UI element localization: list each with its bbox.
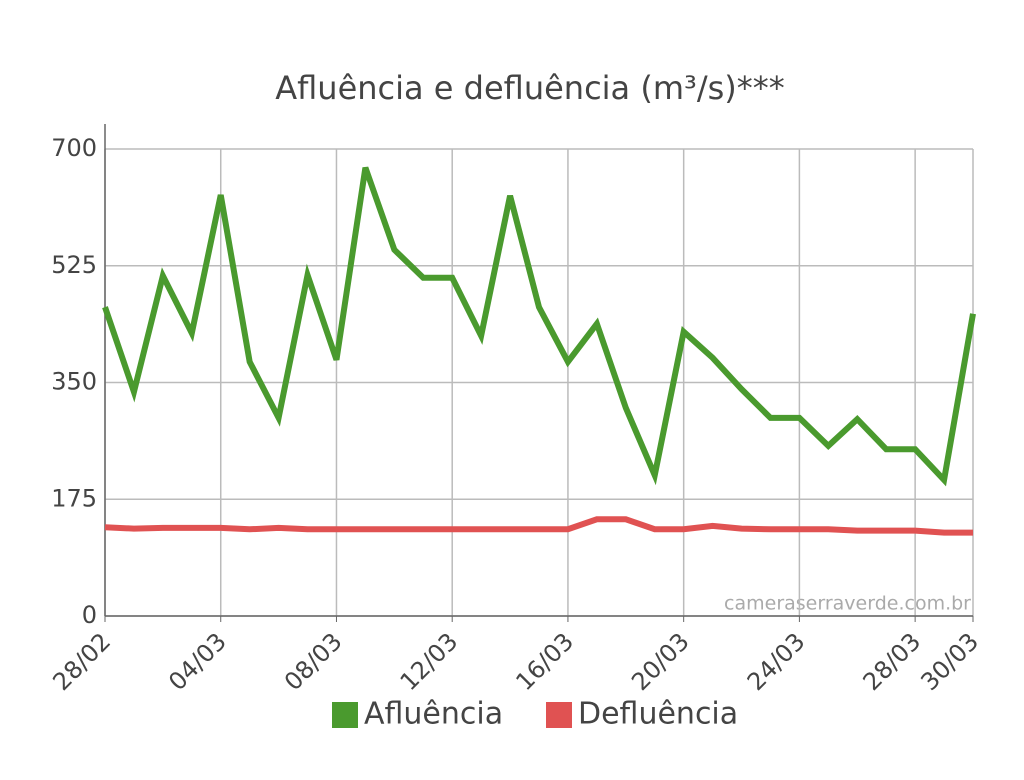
legend-label: Afluência [364, 697, 503, 732]
legend-label: Defluência [578, 697, 738, 732]
watermark: cameraserraverde.com.br [724, 593, 971, 615]
y-tick-label: 175 [51, 484, 97, 512]
y-tick-label: 525 [51, 251, 97, 279]
legend-swatch [546, 702, 572, 728]
legend-swatch [332, 702, 358, 728]
series-line [104, 516, 973, 536]
series-line [102, 166, 976, 487]
y-tick-label: 350 [51, 368, 97, 396]
y-tick-label: 0 [82, 601, 97, 629]
y-tick-label: 700 [51, 134, 97, 162]
chart-title: Afluência e defluência (m³/s)*** [275, 69, 785, 107]
